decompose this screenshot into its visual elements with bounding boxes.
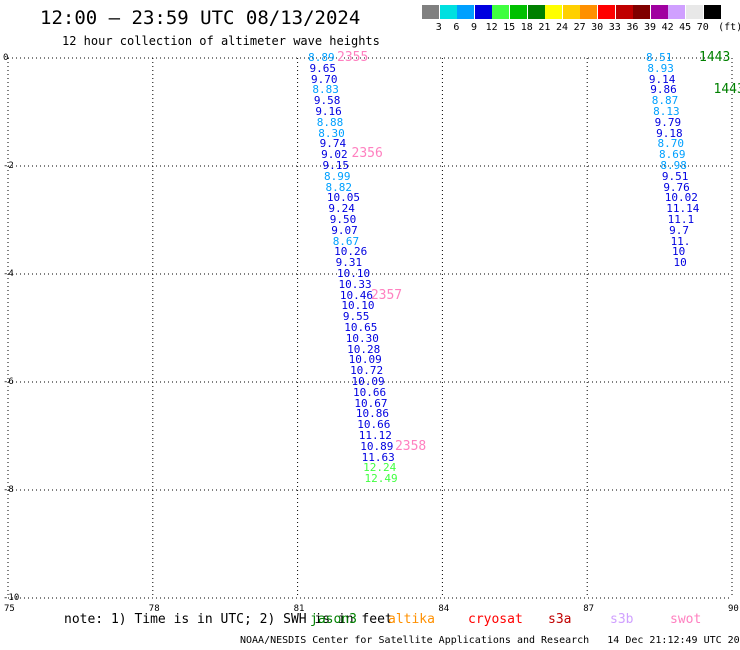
y-tick-label: -10 bbox=[3, 593, 19, 603]
time-label: 2355 bbox=[337, 51, 368, 65]
y-tick-label: -6 bbox=[3, 377, 14, 387]
wave-height-point: 12.49 bbox=[365, 473, 398, 485]
x-tick-label: 87 bbox=[583, 604, 594, 614]
satellite-name: swot bbox=[670, 612, 701, 627]
time-label: 2358 bbox=[395, 440, 426, 454]
x-tick-label: 90 bbox=[728, 604, 739, 614]
y-tick-label: -2 bbox=[3, 161, 14, 171]
x-tick-label: 75 bbox=[4, 604, 15, 614]
y-tick-label: 0 bbox=[3, 53, 8, 63]
wave-height-point: 10 bbox=[673, 257, 686, 269]
satellite-name: jason3 bbox=[310, 612, 357, 627]
time-label: 2357 bbox=[371, 289, 402, 303]
y-tick-label: -8 bbox=[3, 485, 14, 495]
satellite-name: s3a bbox=[548, 612, 571, 627]
time-label: 1443 bbox=[699, 51, 730, 65]
time-label: 1443 bbox=[714, 83, 740, 97]
satellite-name: cryosat bbox=[468, 612, 523, 627]
time-label: 2356 bbox=[352, 147, 383, 161]
x-tick-label: 84 bbox=[438, 604, 449, 614]
satellite-name: s3b bbox=[610, 612, 633, 627]
y-tick-label: -4 bbox=[3, 269, 14, 279]
credit-line: NOAA/NESDIS Center for Satellite Applica… bbox=[240, 635, 740, 646]
satellite-name: altika bbox=[388, 612, 435, 627]
